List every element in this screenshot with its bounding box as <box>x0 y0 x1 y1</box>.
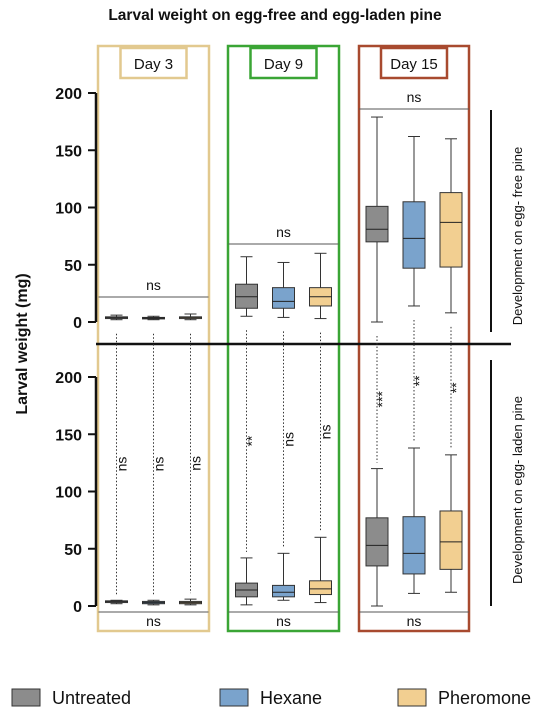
day-frame-3 <box>357 44 471 633</box>
box-body <box>272 287 295 309</box>
box-bottom-day2-pheromone <box>309 536 332 604</box>
panel-label-top: Development on egg- free pine <box>510 147 525 326</box>
legend-label: Pheromone <box>438 688 531 708</box>
legend-swatch <box>219 688 249 707</box>
y-tick-label-bottom-1: 50 <box>64 542 82 559</box>
legend-label: Hexane <box>260 688 322 708</box>
within-sig-day3-2: ** <box>448 382 464 393</box>
sig-label-top-day2: ns <box>276 224 291 240</box>
box-top-day2-untreated <box>235 256 258 317</box>
within-sig-day2-2: ns <box>318 425 334 440</box>
within-sig-day1-1: ns <box>151 457 167 472</box>
sig-label-bottom-day3: ns <box>407 613 422 629</box>
y-tick-label-bottom-2: 100 <box>55 485 82 502</box>
chart-title: Larval weight on egg-free and egg-laden … <box>108 7 442 24</box>
day-title-box-2 <box>249 46 318 80</box>
box-body <box>439 192 463 268</box>
within-sig-day2-1: ns <box>281 432 297 447</box>
box-body <box>309 580 332 596</box>
y-tick-label-top-0: 0 <box>73 315 82 332</box>
box-bottom-day1-untreated <box>105 599 128 605</box>
panel-label-bottom: Development on egg- laden pine <box>510 396 525 584</box>
box-top-day1-hexane <box>142 315 165 321</box>
day-title-2: Day 9 <box>264 56 303 73</box>
y-axis-label: Larval weight (mg) <box>14 273 31 414</box>
legend-item-pheromone: Pheromone <box>397 688 531 708</box>
box-bottom-day1-pheromone <box>179 598 202 606</box>
box-bottom-day1-hexane <box>142 599 165 606</box>
day-title-1: Day 3 <box>134 56 173 73</box>
box-body <box>365 205 389 243</box>
sig-label-top-day3: ns <box>407 89 422 105</box>
y-tick-label-bottom-4: 200 <box>55 370 82 387</box>
box-bottom-day3-untreated <box>365 468 389 607</box>
y-tick-label-bottom-0: 0 <box>73 599 82 616</box>
box-bottom-day3-hexane <box>402 447 426 594</box>
within-sig-day1-0: ns <box>114 457 130 472</box>
box-body <box>402 516 426 575</box>
box-top-day3-untreated <box>365 116 389 323</box>
day-frame-2 <box>226 44 341 633</box>
within-sig-day1-2: ns <box>188 456 204 471</box>
sig-label-bottom-day1: ns <box>146 613 161 629</box>
day-title-box-1 <box>119 46 188 80</box>
legend-item-untreated: Untreated <box>11 688 131 708</box>
box-bottom-day3-pheromone <box>439 454 463 593</box>
legend-swatch <box>397 688 427 707</box>
legend-label: Untreated <box>52 688 131 708</box>
box-top-day3-hexane <box>402 136 426 307</box>
y-tick-label-top-1: 50 <box>64 258 82 275</box>
box-body <box>439 510 463 570</box>
box-body <box>272 584 295 598</box>
within-sig-day3-1: ** <box>411 375 427 386</box>
y-tick-label-top-2: 100 <box>55 201 82 218</box>
box-top-day3-pheromone <box>439 138 463 314</box>
y-tick-label-bottom-3: 150 <box>55 427 82 444</box>
box-body <box>402 201 426 269</box>
day-title-box-3 <box>379 46 449 80</box>
box-top-day2-hexane <box>272 261 295 318</box>
box-bottom-day2-hexane <box>272 552 295 601</box>
y-tick-label-top-4: 200 <box>55 86 82 103</box>
day-frame-1 <box>96 44 211 633</box>
box-top-day1-untreated <box>105 314 128 321</box>
box-body <box>235 283 258 309</box>
legend-item-hexane: Hexane <box>219 688 322 708</box>
box-top-day1-pheromone <box>179 313 202 321</box>
day-title-3: Day 15 <box>390 56 438 73</box>
y-tick-label-top-3: 150 <box>55 143 82 160</box>
within-sig-day3-0: *** <box>374 391 390 408</box>
box-top-day2-pheromone <box>309 252 332 320</box>
box-bottom-day2-untreated <box>235 557 258 606</box>
sig-label-bottom-day2: ns <box>276 613 291 629</box>
within-sig-day2-0: ** <box>244 435 260 446</box>
box-body <box>365 517 389 567</box>
legend-swatch <box>11 688 41 707</box>
sig-label-top-day1: ns <box>146 277 161 293</box>
